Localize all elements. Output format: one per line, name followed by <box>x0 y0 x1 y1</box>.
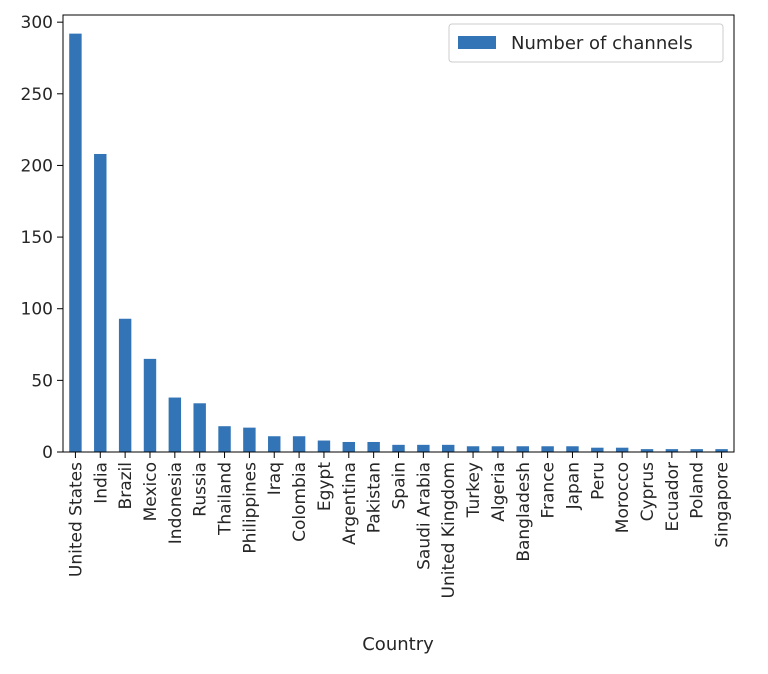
bar-iraq <box>268 436 281 452</box>
bar-peru <box>591 447 604 452</box>
y-tick-label: 300 <box>21 13 53 33</box>
x-tick-label: Turkey <box>464 462 484 518</box>
bar-ecuador <box>665 449 679 452</box>
x-axis-label: Country <box>362 634 434 655</box>
bar-france <box>541 446 554 452</box>
bar-pakistan <box>367 441 380 452</box>
x-tick-label: Colombia <box>290 462 310 542</box>
x-tick-label: Peru <box>588 462 608 500</box>
bar-philippines <box>243 427 256 452</box>
bar-egypt <box>317 440 331 452</box>
x-tick-label: Indonesia <box>166 462 186 544</box>
bar-colombia <box>292 436 306 452</box>
bar-japan <box>566 446 579 452</box>
legend-label: Number of channels <box>511 33 693 54</box>
legend: Number of channels <box>448 23 724 63</box>
x-tick-label: Bangladesh <box>514 462 534 562</box>
bar-india <box>94 153 107 453</box>
bar-spain <box>392 444 405 452</box>
y-tick-label: 200 <box>21 156 53 176</box>
plot-frame <box>62 14 735 453</box>
bar-bangladesh <box>516 446 529 452</box>
x-tick-label: Cyprus <box>638 462 658 521</box>
bar-indonesia <box>168 397 182 452</box>
x-tick-label: Saudi Arabia <box>414 462 434 570</box>
bar-brazil <box>118 318 132 452</box>
y-tick-label: 100 <box>21 300 53 320</box>
x-tick-label: United Kingdom <box>439 462 459 598</box>
bar-united-states <box>69 33 82 452</box>
legend-box <box>448 23 724 63</box>
x-tick-label: Argentina <box>340 462 360 545</box>
bar-thailand <box>218 426 231 452</box>
x-tick-label: Thailand <box>216 462 236 536</box>
bar-mexico <box>143 358 157 452</box>
x-tick-label: Iraq <box>265 462 285 495</box>
x-tick-label: Spain <box>390 462 410 510</box>
y-axis: 0 50 100 150 200 250 300 <box>21 13 63 463</box>
x-tick-label: Pakistan <box>365 462 385 533</box>
bar-saudi-arabia <box>417 444 430 452</box>
x-tick-label: India <box>91 462 111 504</box>
bar-argentina <box>342 441 356 452</box>
bars-group <box>69 33 728 453</box>
bar-poland <box>690 449 703 452</box>
x-tick-label: United States <box>66 462 86 577</box>
bar-singapore <box>715 449 728 452</box>
x-tick-label: Ecuador <box>663 462 683 531</box>
y-tick-label: 50 <box>31 371 53 391</box>
bar-algeria <box>491 446 505 452</box>
x-tick-label: Poland <box>688 462 708 519</box>
x-tick-label: Japan <box>563 462 583 510</box>
x-tick-label: France <box>539 462 559 519</box>
bar-cyprus <box>640 449 654 452</box>
x-tick-label: Morocco <box>613 462 633 533</box>
bar-turkey <box>466 446 480 452</box>
x-tick-label: Mexico <box>141 462 161 521</box>
legend-swatch <box>458 36 496 49</box>
bar-russia <box>193 403 206 452</box>
y-tick-label: 0 <box>42 443 53 463</box>
bar-morocco <box>615 447 629 452</box>
x-tick-label: Egypt <box>315 462 335 511</box>
bar-united-kingdom <box>441 444 455 452</box>
x-tick-label: Philippines <box>240 462 260 554</box>
x-tick-label: Algeria <box>489 462 509 522</box>
x-tick-label: Singapore <box>713 462 733 548</box>
y-tick-label: 250 <box>21 85 53 105</box>
x-tick-label: Russia <box>191 462 211 517</box>
x-axis: United States India Brazil Mexico Indonesia R… <box>66 452 733 598</box>
x-tick-label: Brazil <box>116 462 136 509</box>
y-tick-label: 150 <box>21 228 53 248</box>
